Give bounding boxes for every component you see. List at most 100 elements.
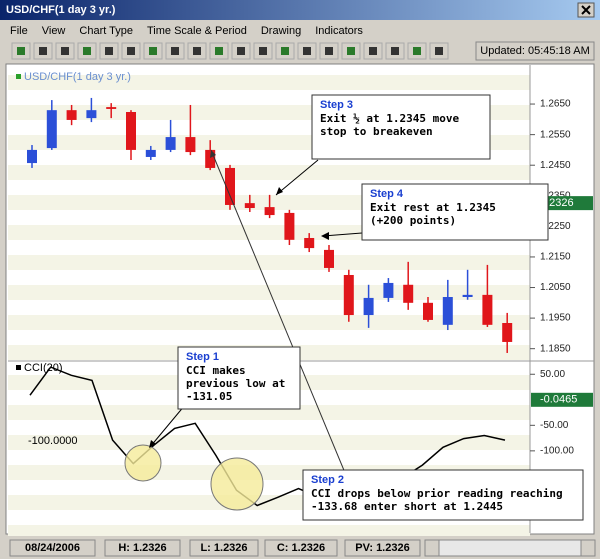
y-tick-label: 1.1950 [540, 313, 571, 324]
candle-body [165, 137, 176, 150]
step-text: CCI makes [186, 364, 246, 377]
toolbar-icon [369, 47, 377, 55]
toolbar-icon [39, 47, 47, 55]
scroll-left[interactable] [424, 539, 440, 557]
candle-body [482, 294, 493, 325]
menu-item[interactable]: Chart Type [79, 25, 133, 37]
menu-item[interactable]: Time Scale & Period [147, 25, 247, 37]
toolbar-icon [303, 47, 311, 55]
updated-box [475, 41, 595, 61]
step-box [311, 94, 491, 160]
stripe [8, 285, 530, 300]
status-text: PV: 1.2326 [355, 542, 409, 554]
step-text: -131.05 [186, 390, 232, 403]
toolbar-icon [435, 47, 443, 55]
status-cells: 08/24/2006 H: 1.2326 L: 1.2326 C: 1.2326 PV:… [9, 539, 421, 557]
close-icon [581, 5, 591, 15]
candle-body [225, 167, 235, 205]
candle-body [284, 212, 295, 240]
candle-body [363, 297, 374, 316]
step-box [361, 183, 549, 241]
toolbar-icon [325, 47, 333, 55]
y-tick-label: -50.00 [540, 420, 569, 431]
stripe [8, 315, 530, 330]
level-label: -100.0000 [28, 435, 78, 447]
step-title: Step 1 [186, 351, 219, 363]
candle-body [442, 297, 453, 325]
y-tick-label: -100.00 [540, 445, 574, 456]
toolbar-icon [391, 47, 399, 55]
highlight-circle [210, 457, 264, 511]
menu-item[interactable]: File [10, 25, 28, 37]
y-tick-label: 1.2650 [540, 99, 571, 110]
candle-body [264, 207, 275, 216]
step-text: (+200 points) [370, 214, 456, 227]
title-bar [0, 0, 600, 20]
candle-body [304, 237, 315, 249]
toolbar-icon [413, 47, 421, 55]
candle-body [27, 149, 37, 164]
stripe [8, 75, 530, 90]
y-tick-label: 1.2450 [540, 160, 571, 171]
toolbar-icon [127, 47, 135, 55]
y-tick-label: 1.1850 [540, 343, 571, 354]
pointer-line [210, 149, 349, 481]
menu-item[interactable]: Indicators [315, 25, 363, 37]
y-tick-label: 1.2550 [540, 129, 571, 140]
step-text: stop to breakeven [320, 125, 433, 138]
toolbar-icon [259, 47, 267, 55]
candle-body [343, 274, 354, 316]
pane-title: CCI(20) [24, 362, 63, 374]
window-title: USD/CHF(1 day 3 yr.) [6, 4, 116, 16]
y-tick-label: 1.2050 [540, 282, 571, 293]
menu-bar: File View Chart Type Time Scale & Period Dra… [10, 25, 363, 37]
annotations [124, 149, 363, 511]
y-tick-label: 1.2350 [540, 190, 571, 201]
menu-item[interactable]: Drawing [261, 25, 301, 37]
legend-swatch [16, 365, 21, 370]
toolbar-icon [105, 47, 113, 55]
candle-body [244, 203, 255, 209]
arrow-head [276, 187, 283, 195]
stripe [8, 165, 530, 180]
candle-body [324, 249, 334, 268]
last-value-box [531, 392, 593, 407]
candle-body [66, 110, 77, 120]
step-title: Step 3 [320, 99, 353, 111]
stripe [8, 435, 530, 450]
menu-item[interactable]: View [42, 25, 66, 37]
candle-body [106, 107, 117, 109]
scroll-right[interactable] [580, 539, 596, 557]
candle-body [185, 137, 196, 153]
step-box [177, 346, 301, 410]
status-cell [344, 539, 421, 557]
status-text: 08/24/2006 [25, 542, 80, 554]
candle-body [205, 149, 216, 168]
step-text: Exit rest at 1.2345 [370, 201, 496, 214]
step-title: Step 2 [311, 474, 344, 486]
candle-body [145, 149, 156, 157]
step-text: -133.68 enter short at 1.2445 [311, 500, 503, 513]
toolbar-icon [347, 47, 355, 55]
step-text: Exit ½ at 1.2345 move [320, 112, 459, 125]
candle-body [383, 282, 394, 298]
toolbar-icon [281, 47, 289, 55]
highlight-circle [124, 444, 162, 482]
scrollbar[interactable] [424, 539, 596, 557]
status-text: L: 1.2326 [200, 542, 247, 554]
candle-body [126, 112, 136, 150]
pointer-line [149, 404, 186, 448]
cci-line [29, 366, 506, 507]
candle-body [46, 110, 57, 149]
toolbar [11, 42, 449, 60]
toolbar-icon [193, 47, 201, 55]
toolbar-icon [83, 47, 91, 55]
toolbar-icon [237, 47, 245, 55]
candle-body [462, 294, 473, 298]
y-tick-label: 1.2250 [540, 221, 571, 232]
arrow-head [210, 150, 216, 158]
step-text: previous low at [186, 377, 285, 390]
toolbar-icon [149, 47, 157, 55]
